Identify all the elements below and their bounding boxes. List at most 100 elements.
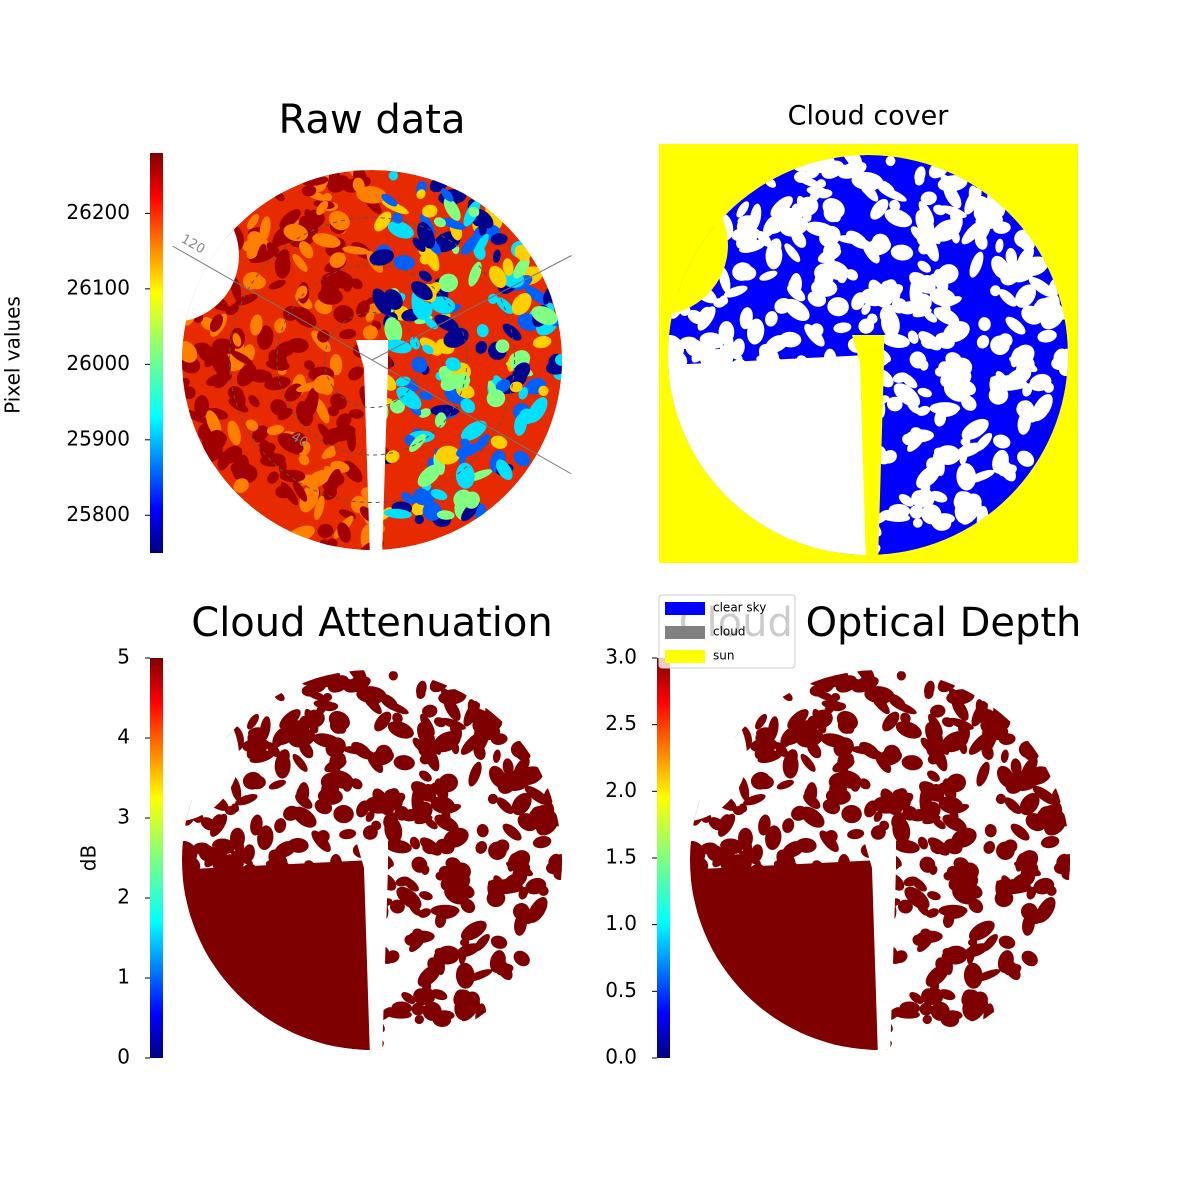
cloud-patch xyxy=(502,758,514,776)
cloud-patch xyxy=(772,876,799,891)
cloud-patch xyxy=(329,853,343,876)
cloud-patch xyxy=(434,314,459,332)
cloud-patch xyxy=(998,935,1016,949)
cloud-patch xyxy=(719,462,733,476)
cloud-patch xyxy=(856,909,872,919)
cloud-patch xyxy=(511,793,532,816)
cloud-patch xyxy=(327,405,339,417)
cloud-patch xyxy=(896,670,906,681)
legend-swatch xyxy=(665,602,705,615)
cloud-patch xyxy=(182,377,190,389)
cloud-patch xyxy=(333,305,354,324)
cloud-patch xyxy=(763,215,779,237)
cloud-patch xyxy=(837,924,864,942)
cloud-patch xyxy=(851,292,866,311)
cloud-patch xyxy=(998,459,1016,482)
cloud-patch xyxy=(490,733,508,745)
cloud-patch xyxy=(352,677,365,693)
cloud-patch xyxy=(421,748,434,765)
cloud-patch xyxy=(798,470,825,490)
cloud-patch xyxy=(492,249,501,263)
cloud-patch xyxy=(317,287,343,305)
cloud-patch xyxy=(880,309,900,338)
colorbar-tick-label: 3 xyxy=(117,805,130,829)
cloud-patch xyxy=(292,480,308,502)
cloud-patch xyxy=(194,895,210,918)
cloud-patch xyxy=(232,333,242,347)
polar-grid xyxy=(276,264,468,456)
cloud-patch xyxy=(842,361,860,377)
cloud-patch xyxy=(389,899,405,914)
cloud-patch xyxy=(886,396,903,412)
cloud-patch xyxy=(513,257,530,279)
cloud-patch xyxy=(329,424,356,442)
cloud-patch xyxy=(459,438,470,447)
cloud-patch xyxy=(417,464,441,487)
cloud-patch xyxy=(774,924,792,936)
cloud-patch xyxy=(247,713,260,730)
cloud-patch xyxy=(305,387,319,417)
cloud-patch xyxy=(248,395,260,408)
cloud-patch xyxy=(422,501,442,521)
cloud-patch xyxy=(1005,248,1018,267)
cloud-patch xyxy=(825,787,851,805)
cloud-patch xyxy=(490,435,508,449)
cloud-patch xyxy=(833,968,850,996)
cloud-patch xyxy=(245,419,259,432)
polar-label: 40 xyxy=(288,430,310,451)
cloud-patch xyxy=(387,221,414,239)
cloud-patch xyxy=(430,989,448,1001)
cloud-patch xyxy=(416,689,426,699)
cloud-patch xyxy=(184,409,208,424)
cloud-patch xyxy=(430,296,456,314)
cloud-patch xyxy=(998,375,1014,390)
cloud-patch xyxy=(384,317,403,344)
cloud-patch xyxy=(741,978,757,993)
cloud-patch xyxy=(895,721,922,739)
sun-cutout xyxy=(690,689,747,822)
cloud-patch xyxy=(275,985,293,999)
cloud-patch xyxy=(440,688,454,702)
cloud-patch xyxy=(995,793,1006,805)
cloud-patch xyxy=(227,420,241,446)
cloud-patch xyxy=(884,208,913,228)
cloud-patch xyxy=(983,841,996,854)
cloud-patch xyxy=(719,345,743,361)
cloud-patch xyxy=(917,260,932,273)
cloud-patch xyxy=(968,920,995,941)
cloud-patch xyxy=(912,518,923,528)
cloud-patch xyxy=(823,260,849,281)
cloud-patch xyxy=(275,485,293,499)
cloud-patch xyxy=(381,193,398,207)
cloud-patch xyxy=(393,255,415,271)
cloud-patch xyxy=(843,406,860,417)
cloud-patch xyxy=(476,824,489,838)
cloud-patch xyxy=(1016,246,1034,270)
cloud-patch xyxy=(387,721,414,739)
cloud-patch xyxy=(312,233,341,248)
cloud-patch xyxy=(182,386,196,400)
cloud-patch xyxy=(328,710,350,731)
sky-image xyxy=(182,670,562,1050)
cloud-patch xyxy=(422,704,438,718)
cloud-patch xyxy=(917,836,929,850)
cloud-patch xyxy=(279,709,301,729)
cloud-patch xyxy=(381,693,398,707)
cloud-patch xyxy=(967,938,978,947)
cloud-patch xyxy=(811,279,838,297)
colorbar-tick-label: 3.0 xyxy=(605,645,637,669)
cloud-patch xyxy=(825,829,838,843)
cloud-patch xyxy=(766,486,785,501)
cloud-patch xyxy=(747,232,757,252)
cloud-patch xyxy=(272,227,287,248)
cloud-patch xyxy=(292,980,308,1002)
cloud-patch xyxy=(925,964,949,987)
cloud-patch xyxy=(233,978,249,993)
cloud-patch xyxy=(430,796,456,814)
cloud-patch xyxy=(809,187,822,203)
cloud-patch xyxy=(993,434,1011,449)
cloud-patch xyxy=(719,295,729,305)
cloud-patch xyxy=(474,733,489,756)
cloud-patch xyxy=(337,1022,351,1043)
cloud-patch xyxy=(858,318,875,334)
